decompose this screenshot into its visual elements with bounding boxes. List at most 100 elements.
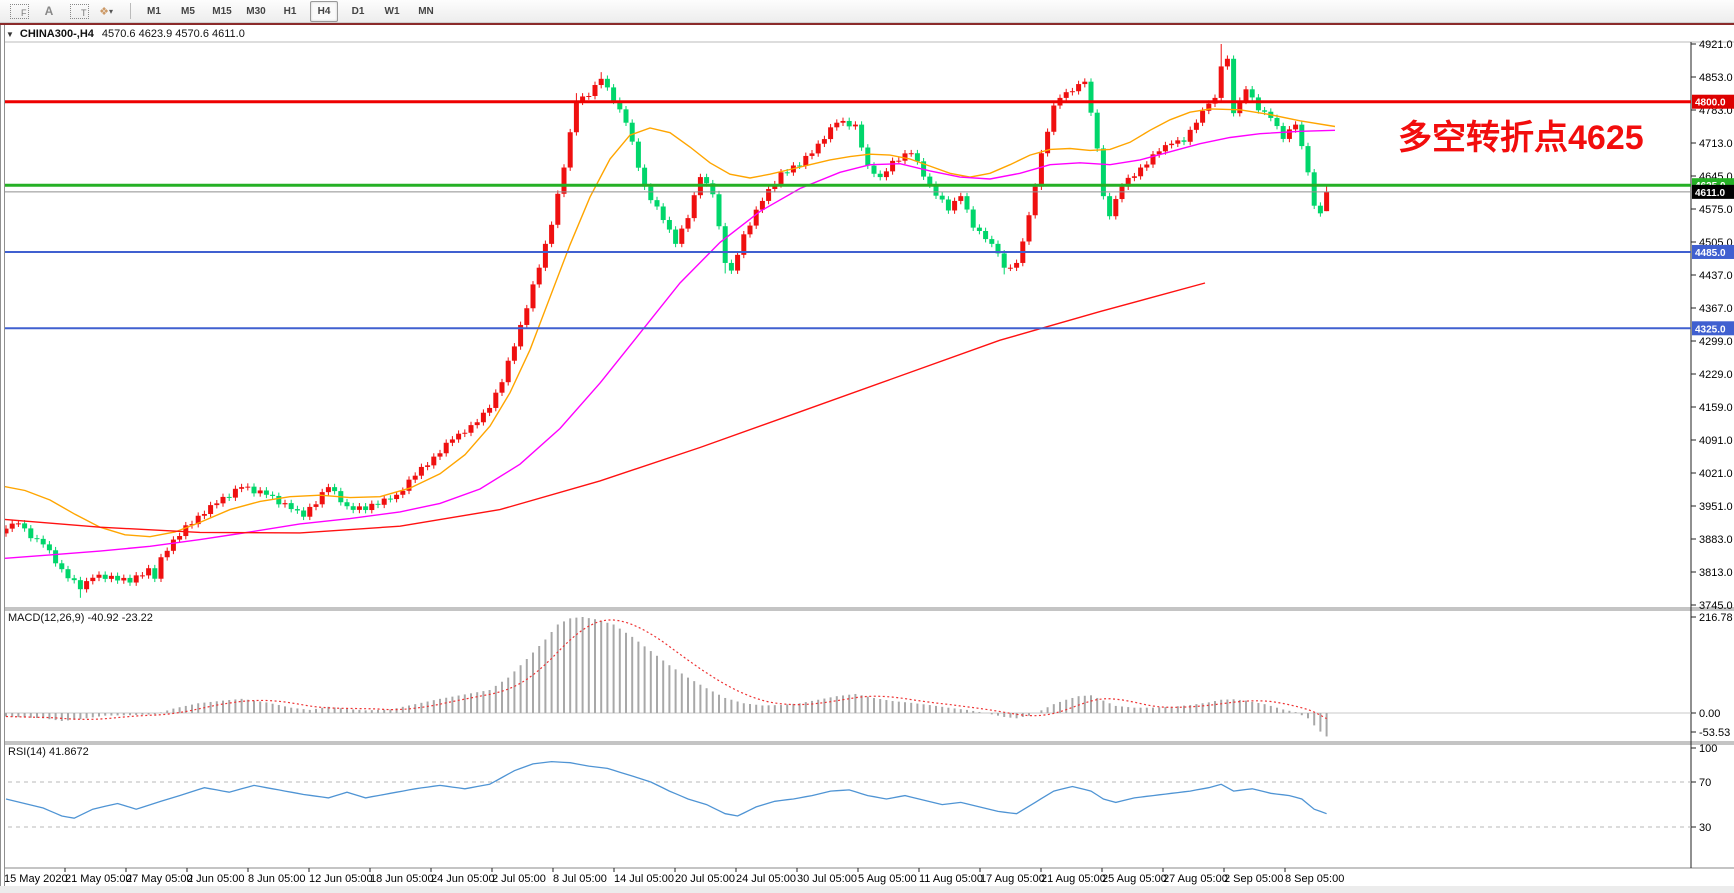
candle-body	[189, 524, 195, 526]
time-tick-label: 27 Aug 05:00	[1163, 873, 1228, 885]
time-tick-label: 5 Aug 05:00	[858, 873, 917, 885]
price-badge-label: 4611.0	[1695, 188, 1725, 199]
candle-body	[567, 132, 573, 168]
candle-body	[846, 120, 852, 127]
candle-body	[1007, 267, 1013, 269]
candle-body	[406, 479, 412, 491]
timeframe-d1[interactable]: D1	[351, 5, 365, 17]
candle-body	[456, 433, 462, 440]
candle-body	[642, 167, 648, 187]
candle-body	[834, 122, 840, 128]
candle-body	[524, 308, 530, 325]
candle-body	[511, 346, 517, 361]
candle-body	[518, 324, 524, 347]
candle-body	[1051, 105, 1057, 132]
candle-body	[1299, 124, 1305, 147]
chart-shift-grid-icon[interactable]: F	[7, 1, 31, 21]
candle-body	[877, 173, 883, 178]
timeframe-h4[interactable]: H4	[310, 0, 338, 22]
cursor-mode-icon[interactable]: A	[37, 1, 61, 21]
indicator-tick-label: 30	[1699, 822, 1711, 834]
timeframe-mn[interactable]: MN	[418, 5, 434, 17]
timeframe-w1[interactable]: W1	[384, 5, 400, 17]
chart-collapse-caret[interactable]: ▼	[6, 29, 14, 39]
candle-body	[766, 189, 772, 201]
timeframe-m15[interactable]: M15	[212, 5, 232, 17]
time-tick-label: 30 Jul 05:00	[797, 873, 857, 885]
candle-body	[549, 224, 555, 244]
time-tick-label: 2 Jun 05:00	[187, 873, 245, 885]
candle-body	[1317, 205, 1323, 214]
candle-body	[648, 186, 654, 201]
candle-body	[487, 407, 493, 413]
time-tick-label: 15 May 2020	[4, 873, 68, 885]
time-tick-label: 20 Jul 05:00	[675, 873, 735, 885]
candle-body	[598, 78, 604, 86]
candle-body	[1100, 148, 1106, 197]
time-tick-label: 2 Jul 05:00	[492, 873, 546, 885]
price-badge	[1692, 94, 1734, 109]
candle-body	[387, 498, 393, 500]
candle-body	[871, 165, 877, 174]
price-badge	[1692, 321, 1734, 336]
candle-body	[536, 267, 542, 285]
timeframe-h1[interactable]: H1	[283, 5, 297, 17]
timeframe-m1[interactable]: M1	[147, 5, 161, 17]
time-tick-label: 2 Sep 05:00	[1224, 873, 1283, 885]
timeframe-m5[interactable]: M5	[181, 5, 195, 17]
candle-body	[976, 227, 982, 231]
time-tick-label: 21 May 05:00	[65, 873, 132, 885]
candle-body	[623, 109, 629, 123]
time-tick-label: 24 Jun 05:00	[431, 873, 495, 885]
price-tick-label: 3745.0	[1699, 600, 1733, 612]
toolbar: F A T ❖ ▾ M1 M5 M15 M30 H1 H4 D1 W1 MN	[0, 0, 1734, 23]
candle-body	[152, 568, 158, 579]
candle-body	[15, 523, 21, 525]
candle-body	[288, 503, 294, 510]
candle-body	[890, 160, 896, 172]
candle-body	[1076, 84, 1082, 92]
candle-body	[902, 153, 908, 161]
candle-body	[617, 100, 623, 110]
candle-body	[177, 536, 183, 540]
candle-body	[313, 504, 319, 507]
candle-body	[1206, 103, 1212, 111]
time-tick-label: 18 Jun 05:00	[370, 873, 434, 885]
candle-body	[394, 494, 400, 500]
objects-dropdown-caret: ▾	[108, 6, 113, 16]
candle-body	[704, 177, 710, 184]
candle-body	[759, 200, 765, 210]
candle-body	[815, 143, 821, 154]
bottom-strip	[0, 886, 1734, 893]
objects-tool-icon[interactable]: ❖ ▾	[97, 1, 121, 21]
candle-body	[127, 577, 133, 583]
price-badge	[1692, 184, 1734, 199]
candle-body	[257, 490, 263, 494]
candle-body	[1082, 81, 1088, 85]
price-tick-label: 4713.0	[1699, 138, 1733, 150]
candle-body	[468, 425, 474, 433]
candle-body	[797, 165, 803, 167]
candle-body	[499, 382, 505, 393]
candle-body	[332, 487, 338, 492]
candle-body	[195, 515, 201, 525]
timeframe-m30[interactable]: M30	[246, 5, 266, 17]
candle-body	[276, 495, 282, 505]
candle-body	[84, 581, 90, 590]
candle-body	[139, 575, 145, 577]
candle-body	[493, 392, 499, 408]
candle-body	[301, 510, 307, 517]
candle-body	[592, 85, 598, 96]
candle-body	[363, 506, 369, 511]
candle-body	[1286, 129, 1292, 139]
candle-body	[294, 509, 300, 511]
candle-body	[381, 498, 387, 505]
text-tool-icon[interactable]: T	[67, 1, 91, 21]
indicator-tick-label: 0.00	[1699, 708, 1720, 720]
candle-body	[530, 284, 536, 309]
candle-body	[65, 569, 71, 579]
candle-body	[945, 199, 951, 211]
candle-body	[852, 124, 858, 127]
candle-body	[108, 575, 114, 579]
